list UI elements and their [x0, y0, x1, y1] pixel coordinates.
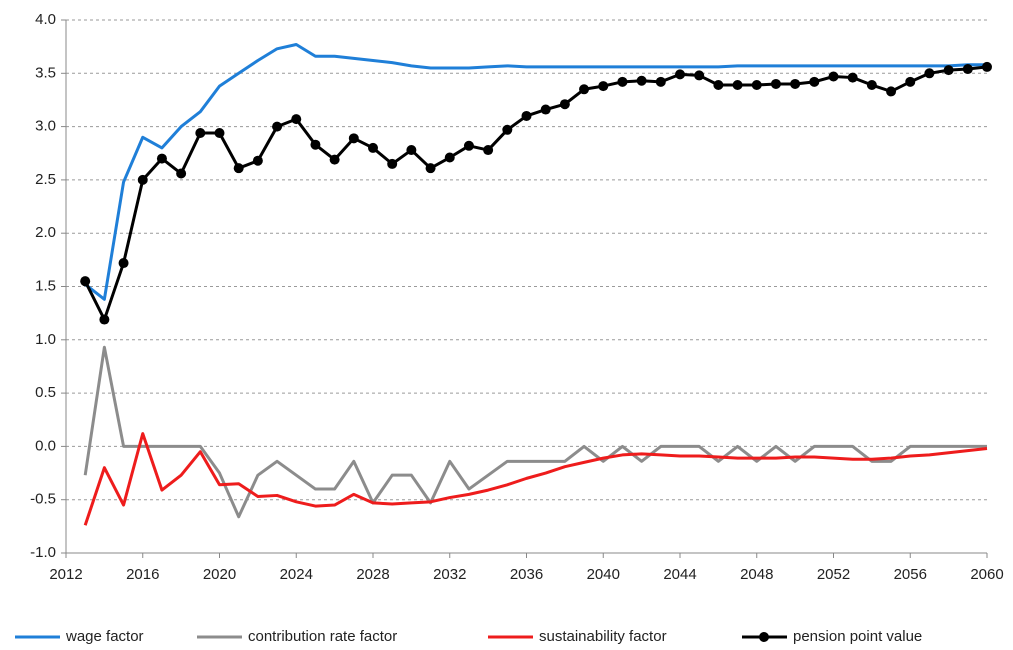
x-tick-label: 2012 — [49, 566, 82, 583]
x-tick-label: 2024 — [280, 566, 313, 583]
point — [463, 140, 474, 151]
x-tick-label: 2044 — [663, 566, 696, 583]
y-tick-label: 1.0 — [35, 331, 56, 348]
point — [905, 76, 916, 87]
point — [291, 114, 302, 125]
y-tick-label: 4.0 — [35, 11, 56, 28]
y-tick-label: 3.5 — [35, 64, 56, 81]
point — [348, 133, 359, 144]
point — [214, 127, 225, 138]
point — [99, 314, 110, 325]
point — [790, 78, 801, 89]
point — [252, 155, 263, 166]
x-tick-label: 2052 — [817, 566, 850, 583]
point — [521, 110, 532, 121]
point — [962, 64, 973, 75]
point — [444, 152, 455, 163]
x-tick-label: 2056 — [894, 566, 927, 583]
point — [732, 80, 743, 91]
point — [559, 99, 570, 110]
legend-label: contribution rate factor — [248, 628, 397, 645]
point — [156, 153, 167, 164]
legend-item: sustainability factor — [488, 628, 667, 645]
x-tick-label: 2016 — [126, 566, 159, 583]
point — [579, 84, 590, 95]
point — [137, 174, 148, 185]
y-tick-label: 2.5 — [35, 171, 56, 188]
point — [713, 80, 724, 91]
point — [118, 258, 129, 269]
point — [617, 76, 628, 87]
point — [675, 69, 685, 80]
x-tick-label: 2048 — [740, 566, 773, 583]
point — [886, 86, 897, 97]
point — [770, 78, 781, 89]
series-line — [83, 432, 988, 526]
point — [540, 104, 551, 115]
legend-label: sustainability factor — [539, 628, 667, 645]
point — [655, 76, 666, 87]
legend-label: wage factor — [65, 628, 144, 645]
point — [80, 276, 91, 287]
point — [387, 158, 398, 169]
series-line — [83, 65, 988, 322]
legend-marker — [759, 632, 769, 642]
x-tick-label: 2028 — [356, 566, 389, 583]
point — [406, 145, 417, 156]
y-tick-label: -1.0 — [30, 544, 56, 561]
legend-label: pension point value — [793, 628, 922, 645]
point — [847, 72, 858, 83]
point — [598, 81, 609, 92]
legend-item: contribution rate factor — [197, 628, 397, 645]
point — [425, 163, 436, 174]
point — [329, 154, 340, 165]
point — [866, 80, 877, 91]
y-tick-label: 3.0 — [35, 118, 56, 135]
point — [982, 61, 992, 72]
point — [943, 65, 954, 76]
point — [751, 80, 762, 91]
y-tick-label: -0.5 — [30, 491, 56, 508]
point — [483, 145, 494, 156]
point — [176, 168, 187, 179]
legend-item: pension point value — [742, 628, 922, 645]
point — [195, 127, 206, 138]
series-line — [83, 345, 987, 519]
point — [636, 75, 647, 86]
y-tick-label: 0.5 — [35, 384, 56, 401]
y-tick-label: 0.0 — [35, 437, 56, 454]
x-tick-label: 2036 — [510, 566, 543, 583]
point — [809, 76, 820, 87]
x-tick-label: 2032 — [433, 566, 466, 583]
point — [502, 124, 513, 135]
point — [828, 71, 839, 82]
point — [924, 68, 935, 79]
point — [694, 70, 705, 81]
x-tick-label: 2040 — [587, 566, 620, 583]
series-line — [84, 43, 987, 301]
y-tick-label: 1.5 — [35, 277, 56, 294]
point — [272, 121, 283, 132]
y-tick-label: 2.0 — [35, 224, 56, 241]
legend-item: wage factor — [15, 628, 144, 645]
point — [368, 142, 378, 153]
point — [310, 139, 321, 150]
x-tick-label: 2020 — [203, 566, 236, 583]
x-tick-label: 2060 — [970, 566, 1003, 583]
point — [233, 163, 244, 174]
